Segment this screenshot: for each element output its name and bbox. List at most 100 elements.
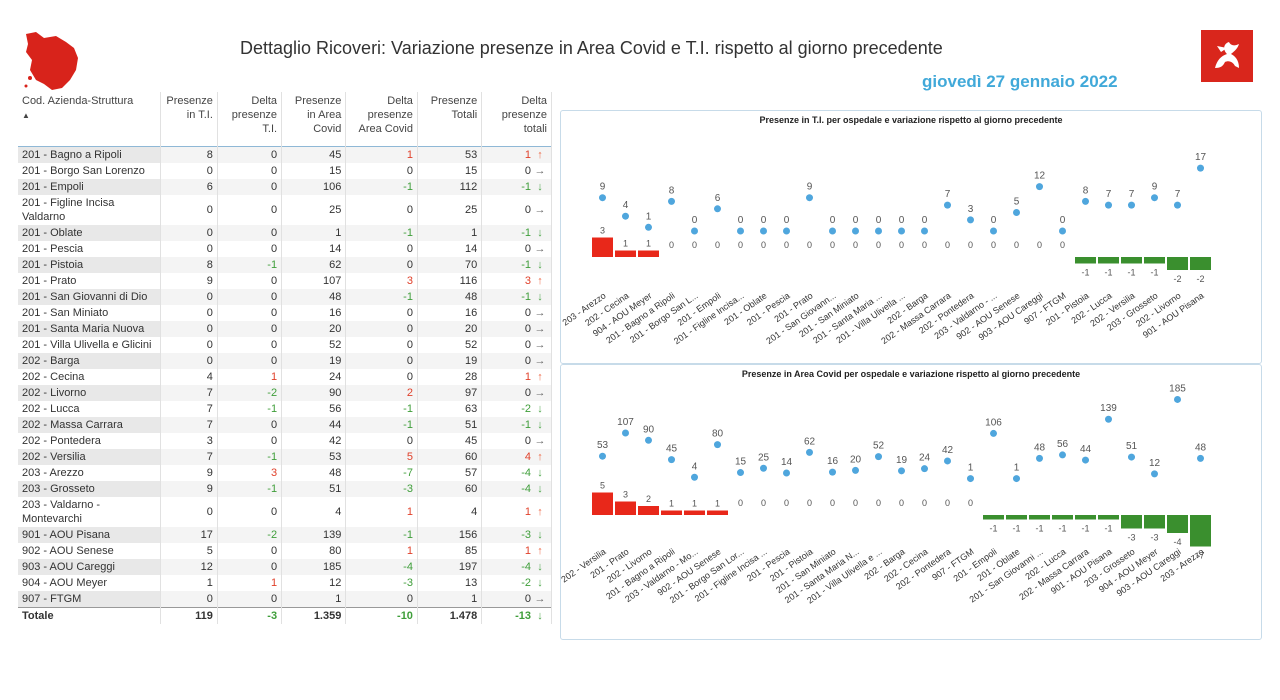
table-row[interactable]: 902 - AOU Senese 5 0 80 1 85 1 ↑ bbox=[18, 543, 552, 559]
delta-bar[interactable] bbox=[1144, 515, 1165, 529]
presenze-point[interactable] bbox=[1174, 201, 1181, 209]
delta-bar[interactable] bbox=[1167, 257, 1188, 270]
table-row[interactable]: 907 - FTGM 0 0 1 0 1 0 → bbox=[18, 591, 552, 608]
presenze-point[interactable] bbox=[852, 466, 859, 474]
presenze-point[interactable] bbox=[1082, 197, 1089, 205]
table-row[interactable]: 202 - Pontedera 3 0 42 0 45 0 → bbox=[18, 433, 552, 449]
presenze-point[interactable] bbox=[898, 227, 905, 235]
presenze-point[interactable] bbox=[1013, 475, 1020, 483]
presenze-point[interactable] bbox=[737, 227, 744, 235]
presenze-point[interactable] bbox=[691, 227, 698, 235]
table-row[interactable]: 202 - Lucca 7 -1 56 -1 63 -2 ↓ bbox=[18, 401, 552, 417]
presenze-point[interactable] bbox=[1105, 415, 1112, 423]
presenze-point[interactable] bbox=[622, 212, 629, 220]
delta-bar[interactable] bbox=[592, 492, 613, 516]
table-row[interactable]: 201 - Pistoia 8 -1 62 0 70 -1 ↓ bbox=[18, 257, 552, 273]
presenze-point[interactable] bbox=[921, 465, 928, 473]
table-row[interactable]: 203 - Arezzo 9 3 48 -7 57 -4 ↓ bbox=[18, 465, 552, 481]
delta-bar[interactable] bbox=[1075, 515, 1096, 520]
table-row[interactable]: 201 - Villa Ulivella e Glicini 0 0 52 0 52 0 → bbox=[18, 337, 552, 353]
presenze-point[interactable] bbox=[599, 194, 606, 202]
delta-bar[interactable] bbox=[638, 506, 659, 515]
presenze-point[interactable] bbox=[1197, 454, 1204, 462]
presenze-point[interactable] bbox=[1151, 470, 1158, 478]
table-row[interactable]: 202 - Massa Carrara 7 0 44 -1 51 -1 ↓ bbox=[18, 417, 552, 433]
delta-bar[interactable] bbox=[638, 250, 659, 258]
col-header-delta-ti[interactable]: Delta presenze T.I. bbox=[217, 92, 283, 147]
col-header-struttura[interactable]: Cod. Azienda-Struttura ▲ bbox=[18, 92, 161, 147]
delta-bar[interactable] bbox=[615, 501, 636, 516]
presenze-point[interactable] bbox=[829, 227, 836, 235]
presenze-point[interactable] bbox=[1013, 209, 1020, 216]
sort-asc-icon[interactable]: ▲ bbox=[22, 111, 30, 120]
presenze-point[interactable] bbox=[1174, 395, 1181, 403]
presenze-point[interactable] bbox=[990, 227, 997, 235]
presenze-point[interactable] bbox=[645, 436, 652, 444]
presenze-point[interactable] bbox=[921, 227, 928, 235]
delta-bar[interactable] bbox=[1190, 515, 1211, 547]
delta-bar[interactable] bbox=[1167, 515, 1188, 533]
presenze-point[interactable] bbox=[852, 227, 859, 235]
presenze-point[interactable] bbox=[806, 448, 813, 456]
table-row[interactable]: 201 - Figline Incisa Valdarno 0 0 25 0 25 0 → bbox=[18, 195, 552, 225]
delta-bar[interactable] bbox=[615, 250, 636, 258]
presenze-point[interactable] bbox=[1059, 451, 1066, 459]
col-header-presenze-totali[interactable]: Presenze Totali bbox=[417, 92, 483, 147]
table-row[interactable]: 202 - Livorno 7 -2 90 2 97 0 → bbox=[18, 385, 552, 401]
presenze-point[interactable] bbox=[1197, 164, 1204, 172]
table-row[interactable]: 201 - Pescia 0 0 14 0 14 0 → bbox=[18, 241, 552, 257]
delta-bar[interactable] bbox=[1052, 515, 1073, 520]
table-row[interactable]: 903 - AOU Careggi 12 0 185 -4 197 -4 ↓ bbox=[18, 559, 552, 575]
delta-bar[interactable] bbox=[1121, 257, 1142, 264]
presenze-point[interactable] bbox=[714, 441, 721, 449]
presenze-point[interactable] bbox=[622, 429, 629, 437]
presenze-point[interactable] bbox=[967, 475, 974, 483]
delta-bar[interactable] bbox=[1098, 257, 1119, 264]
table-row[interactable]: 904 - AOU Meyer 1 1 12 -3 13 -2 ↓ bbox=[18, 575, 552, 591]
delta-bar[interactable] bbox=[707, 510, 728, 516]
delta-bar[interactable] bbox=[1075, 257, 1096, 264]
table-row[interactable]: 201 - Empoli 6 0 106 -1 112 -1 ↓ bbox=[18, 179, 552, 195]
presenze-point[interactable] bbox=[806, 194, 813, 202]
table-row[interactable]: 201 - Borgo San Lorenzo 0 0 15 0 15 0 → bbox=[18, 163, 552, 179]
presenze-point[interactable] bbox=[1082, 456, 1089, 464]
presenze-point[interactable] bbox=[1036, 454, 1043, 462]
table-row[interactable]: 201 - Prato 9 0 107 3 116 3 ↑ bbox=[18, 273, 552, 289]
presenze-point[interactable] bbox=[829, 468, 836, 476]
table-row[interactable]: 202 - Barga 0 0 19 0 19 0 → bbox=[18, 353, 552, 369]
delta-bar[interactable] bbox=[1098, 515, 1119, 520]
presenze-point[interactable] bbox=[599, 452, 606, 460]
presenze-point[interactable] bbox=[967, 216, 974, 224]
presenze-point[interactable] bbox=[1059, 227, 1066, 235]
col-header-delta-covid[interactable]: Delta presenze Area Covid bbox=[345, 92, 418, 147]
presenze-point[interactable] bbox=[737, 469, 744, 477]
col-header-presenze-ti[interactable]: Presenze in T.I. bbox=[160, 92, 218, 147]
presenze-point[interactable] bbox=[1151, 194, 1158, 202]
presenze-point[interactable] bbox=[714, 205, 721, 213]
table-row[interactable]: 201 - Bagno a Ripoli 8 0 45 1 53 1 ↑ bbox=[18, 146, 552, 163]
presenze-point[interactable] bbox=[691, 473, 698, 481]
presenze-point[interactable] bbox=[990, 429, 997, 437]
presenze-point[interactable] bbox=[875, 453, 882, 461]
presenze-point[interactable] bbox=[944, 457, 951, 465]
presenze-point[interactable] bbox=[1128, 201, 1135, 209]
table-row[interactable]: 203 - Grosseto 9 -1 51 -3 60 -4 ↓ bbox=[18, 481, 552, 497]
presenze-point[interactable] bbox=[783, 469, 790, 477]
presenze-point[interactable] bbox=[668, 197, 675, 205]
table-row[interactable]: 202 - Cecina 4 1 24 0 28 1 ↑ bbox=[18, 369, 552, 385]
presenze-point[interactable] bbox=[875, 227, 882, 235]
delta-bar[interactable] bbox=[1006, 515, 1027, 520]
table-row[interactable]: 201 - Santa Maria Nuova 0 0 20 0 20 0 → bbox=[18, 321, 552, 337]
table-row[interactable]: 201 - Oblate 0 0 1 -1 1 -1 ↓ bbox=[18, 225, 552, 241]
delta-bar[interactable] bbox=[592, 237, 613, 258]
presenze-point[interactable] bbox=[1128, 453, 1135, 461]
presenze-point[interactable] bbox=[760, 227, 767, 235]
presenze-point[interactable] bbox=[944, 201, 951, 209]
table-total-row[interactable]: Totale 119 -3 1.359 -10 1.478 -13 ↓ bbox=[18, 607, 552, 624]
presenze-point[interactable] bbox=[1105, 201, 1112, 209]
delta-bar[interactable] bbox=[1121, 515, 1142, 529]
table-row[interactable]: 202 - Versilia 7 -1 53 5 60 4 ↑ bbox=[18, 449, 552, 465]
presenze-point[interactable] bbox=[645, 223, 652, 231]
delta-bar[interactable] bbox=[1029, 515, 1050, 520]
presenze-point[interactable] bbox=[760, 464, 767, 472]
